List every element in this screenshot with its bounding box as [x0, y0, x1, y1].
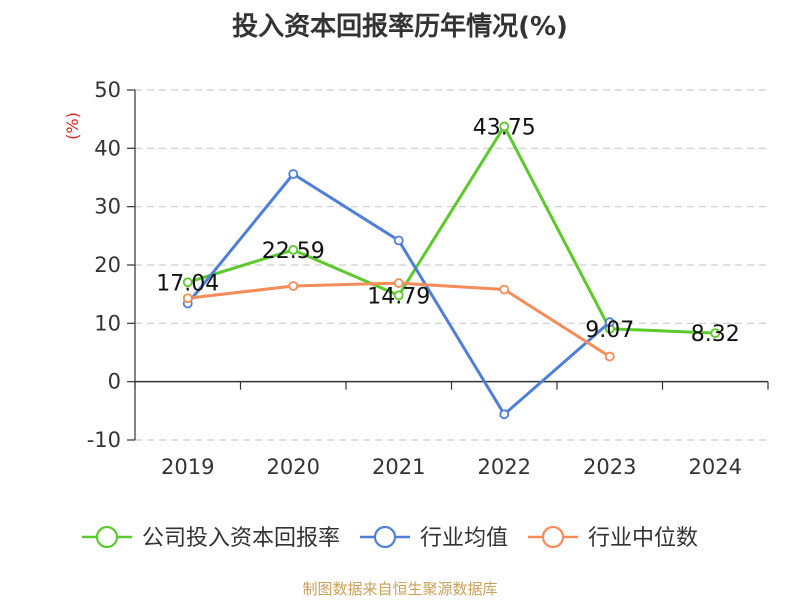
legend-label: 行业中位数	[588, 526, 698, 551]
data-point	[393, 290, 404, 301]
x-tick-label: 2024	[689, 455, 742, 479]
data-label: 22.59	[262, 239, 325, 264]
legend-item-1: 公司投入资本回报率	[82, 525, 340, 551]
data-point	[499, 409, 510, 420]
series-2	[182, 169, 615, 420]
y-tick-label: 20	[94, 253, 121, 277]
y-axis-label: (%)	[63, 112, 82, 140]
series-lines	[182, 121, 721, 420]
data-point	[710, 328, 721, 339]
data-point	[499, 284, 510, 295]
data-label: 8.32	[691, 322, 740, 347]
legend-label: 公司投入资本回报率	[142, 526, 340, 551]
data-label: 14.79	[367, 284, 430, 309]
data-point	[393, 235, 404, 246]
data-label: 9.07	[585, 318, 634, 343]
axes: -10 0 10 20 30 40 50 2019 2020 2021 2022 2023 2024 (%…	[63, 78, 769, 479]
series-1	[182, 121, 721, 339]
legend-marker	[541, 525, 565, 549]
chart-title: 投入资本回报率历年情况(%)	[232, 12, 568, 42]
legend-item-3: 行业中位数	[528, 525, 698, 551]
x-tick-label: 2022	[478, 455, 531, 479]
data-point	[182, 277, 193, 288]
legend-item-2: 行业均值	[360, 525, 508, 551]
y-tick-label: 30	[94, 195, 121, 219]
data-labels: 17.04 22.59 14.79 43.75 9.07 8.32	[156, 115, 739, 347]
data-point	[288, 281, 299, 291]
x-tick-label: 2021	[372, 455, 425, 479]
data-point	[288, 169, 299, 179]
source-note: 制图数据来自恒生聚源数据库	[302, 580, 498, 598]
y-tick-label: 10	[94, 311, 121, 335]
data-point	[604, 317, 615, 328]
data-point	[604, 351, 615, 362]
legend-marker	[373, 525, 397, 549]
y-tick-label: 0	[108, 370, 121, 394]
legend-marker	[95, 525, 119, 549]
data-point	[499, 121, 510, 132]
data-point	[288, 244, 299, 255]
legend-label: 行业均值	[420, 526, 508, 551]
data-point	[393, 278, 404, 288]
y-tick-label: -10	[87, 428, 121, 452]
series-line	[187, 124, 716, 335]
data-point	[182, 293, 193, 304]
x-tick-label: 2020	[267, 455, 320, 479]
data-label: 43.75	[473, 115, 536, 140]
data-label: 17.04	[156, 271, 219, 296]
x-tick-label: 2023	[583, 455, 636, 479]
y-tick-label: 40	[94, 136, 121, 160]
x-tick-label: 2019	[161, 455, 214, 479]
series-3	[182, 278, 615, 362]
legend: 公司投入资本回报率 行业均值 行业中位数	[82, 525, 698, 551]
grid-lines	[135, 89, 768, 441]
y-tick-label: 50	[94, 78, 121, 102]
